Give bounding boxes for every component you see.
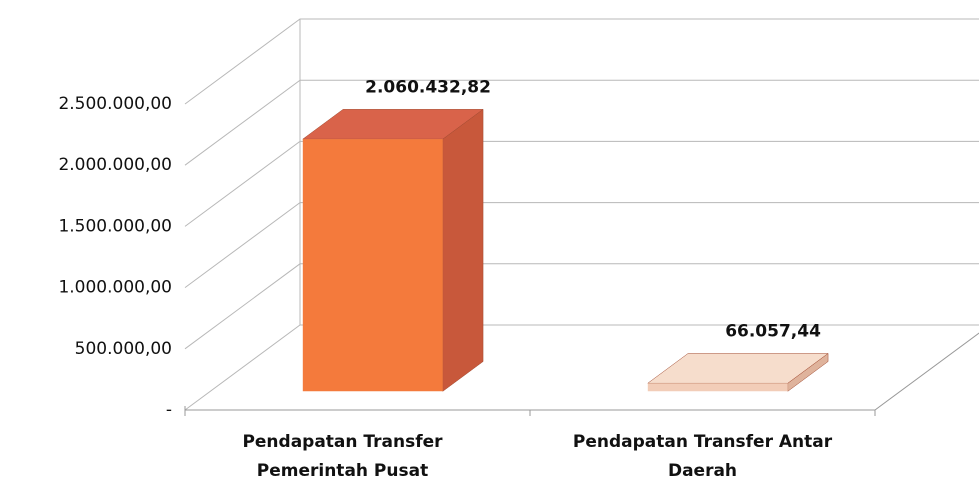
- y-tick-label: -: [166, 400, 172, 420]
- x-tick-label: Pendapatan Transfer Pemerintah Pusat: [242, 432, 443, 481]
- x-tick-label: Pendapatan Transfer Antar Daerah: [572, 432, 833, 481]
- value-label: 2.060.432,82: [365, 77, 491, 97]
- y-tick-label: 500.000,00: [75, 339, 172, 359]
- y-tick-label: 1.000.000,00: [58, 278, 172, 298]
- grid-line: [184, 324, 979, 411]
- bar: [302, 139, 443, 392]
- y-tick-label: 1.500.000,00: [58, 216, 172, 236]
- y-tick-label: 2.500.000,00: [58, 94, 172, 114]
- bar-side: [442, 108, 484, 392]
- grid-line: [184, 263, 979, 350]
- y-tick-label: 2.000.000,00: [58, 155, 172, 175]
- grid-line: [184, 79, 979, 166]
- bar: [647, 383, 788, 392]
- grid-line: [184, 140, 979, 227]
- value-label: 66.057,44: [725, 321, 821, 341]
- grid-line: [184, 202, 979, 289]
- grid-line: [184, 18, 979, 105]
